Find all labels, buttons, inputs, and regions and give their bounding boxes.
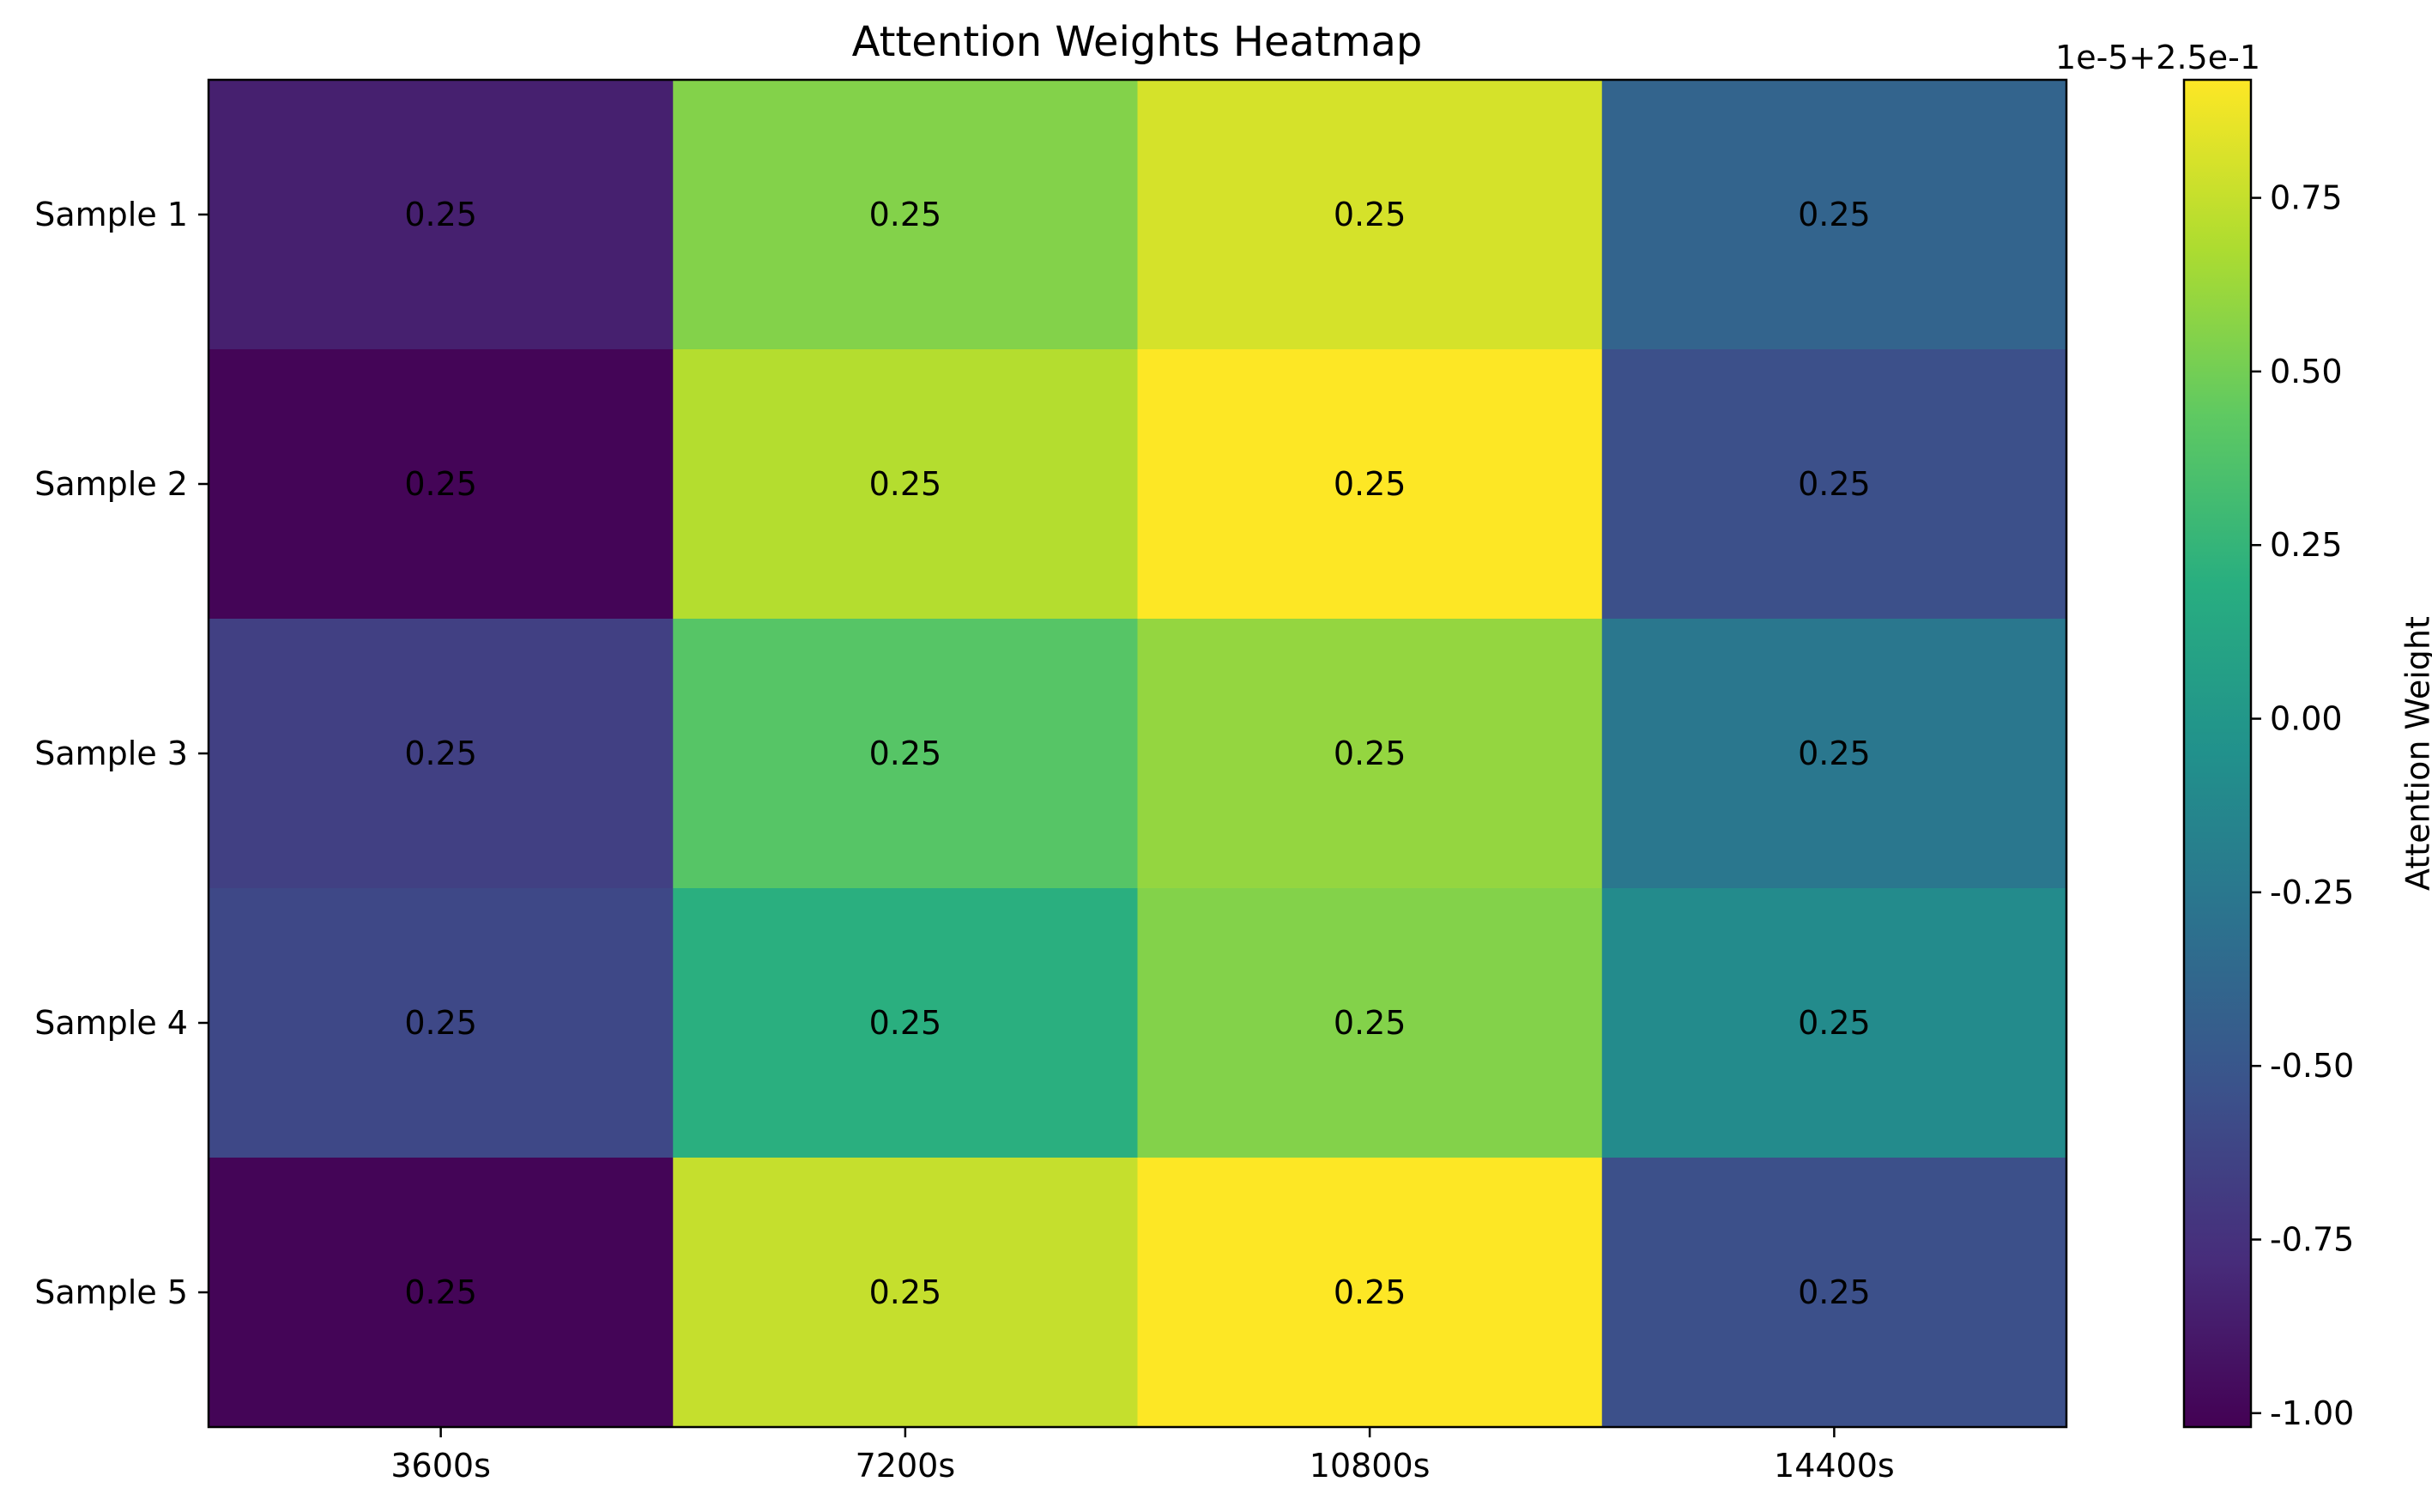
y-tick-label: Sample 3	[34, 735, 188, 772]
cell-value-label: 0.25	[1798, 196, 1871, 233]
colorbar-offset-text: 1e-5+2.5e-1	[2055, 39, 2260, 76]
heatmap-cell	[1137, 80, 1603, 350]
x-tick-label: 3600s	[390, 1447, 491, 1485]
y-tick-label: Sample 4	[34, 1004, 188, 1042]
heatmap-cell	[1137, 1158, 1603, 1428]
heatmap-cell	[1601, 349, 2067, 620]
y-axis: Sample 1 Sample 2 Sample 3 Sample 4 Sample 5	[34, 196, 209, 1311]
cell-value-label: 0.25	[869, 735, 942, 772]
colorbar-tick-label: -0.50	[2270, 1047, 2354, 1085]
chart-title: Attention Weights Heatmap	[852, 18, 1423, 66]
colorbar-tick-label: -0.25	[2270, 874, 2354, 911]
heatmap-cell	[209, 349, 674, 620]
y-tick-label: Sample 2	[34, 465, 188, 503]
cell-value-label: 0.25	[1334, 1273, 1407, 1311]
colorbar	[2182, 78, 2253, 1429]
cell-value-label: 0.25	[869, 196, 942, 233]
colorbar-tick-label: -0.75	[2270, 1220, 2354, 1258]
cell-value-label: 0.25	[1334, 465, 1407, 503]
heatmap-cell	[1601, 619, 2067, 889]
cell-value-label: 0.25	[1798, 465, 1871, 503]
x-tick-label: 10800s	[1310, 1447, 1431, 1485]
colorbar-tick-label: -1.00	[2270, 1394, 2354, 1432]
cell-value-label: 0.25	[1798, 735, 1871, 772]
heatmap-cell	[209, 888, 674, 1158]
heatmap-cell	[673, 349, 1138, 620]
heatmap-cell	[673, 1158, 1138, 1428]
cell-value-label: 0.25	[869, 1273, 942, 1311]
cell-value-label: 0.25	[404, 1273, 477, 1311]
heatmap-cell	[673, 888, 1138, 1158]
heatmap-cells	[209, 80, 2067, 1428]
colorbar-tick-label: 0.75	[2270, 179, 2343, 217]
heatmap-cell	[1601, 80, 2067, 350]
cell-value-label: 0.25	[1798, 1004, 1871, 1042]
heatmap-cell	[1601, 888, 2067, 1158]
cell-value-label: 0.25	[404, 735, 477, 772]
heatmap-cell	[1137, 349, 1603, 620]
x-tick-label: 7200s	[856, 1447, 956, 1485]
heatmap-cell	[673, 80, 1138, 350]
colorbar-tick-label: 0.00	[2270, 700, 2343, 738]
colorbar-tick-label: 0.50	[2270, 353, 2343, 390]
colorbar-label: Attention Weight	[2399, 616, 2432, 891]
cell-value-label: 0.25	[1334, 196, 1407, 233]
heatmap-cell	[209, 619, 674, 889]
heatmap-cell	[1137, 619, 1603, 889]
y-tick-label: Sample 1	[34, 196, 188, 233]
cell-value-label: 0.25	[869, 465, 942, 503]
x-axis: 3600s 7200s 10800s 14400s	[390, 1427, 1895, 1485]
cell-value-label: 0.25	[404, 465, 477, 503]
cell-value-label: 0.25	[1798, 1273, 1871, 1311]
cell-value-label: 0.25	[1334, 1004, 1407, 1042]
heatmap-cell-labels: 0.25 0.25 0.25 0.25 0.25 0.25 0.25 0.25 0.25 0.25…	[404, 196, 1870, 1311]
colorbar-tick-label: 0.25	[2270, 526, 2343, 564]
cell-value-label: 0.25	[404, 1004, 477, 1042]
cell-value-label: 0.25	[1334, 735, 1407, 772]
cell-value-label: 0.25	[404, 196, 477, 233]
heatmap-cell	[209, 1158, 674, 1428]
colorbar-ticks: -1.00 -0.75 -0.50 -0.25 0.00 0.25 0.50 0.75	[2251, 179, 2354, 1432]
y-tick-label: Sample 5	[34, 1273, 188, 1311]
heatmap-cell	[673, 619, 1138, 889]
heatmap-cell	[1137, 888, 1603, 1158]
cell-value-label: 0.25	[869, 1004, 942, 1042]
x-tick-label: 14400s	[1774, 1447, 1895, 1485]
heatmap-cell	[209, 80, 674, 350]
heatmap-cell	[1601, 1158, 2067, 1428]
